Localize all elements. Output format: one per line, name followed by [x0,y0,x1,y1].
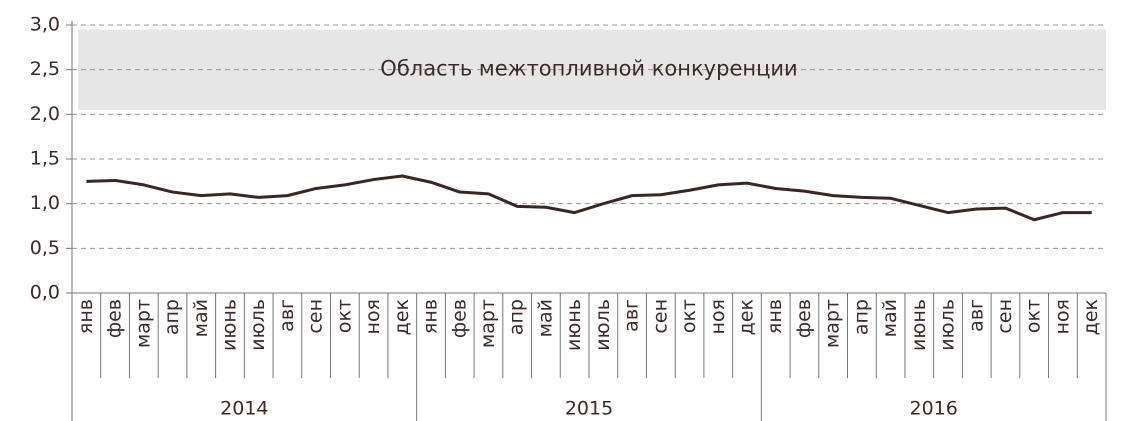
x-tick-label: март [132,299,154,348]
x-tick-label: сен [994,299,1016,334]
y-tick-label: 0,5 [30,237,60,259]
x-tick-label: сен [649,299,671,334]
x-tick-label: июнь [908,299,930,351]
x-tick-label: янв [764,299,786,334]
x-tick-label: авг [276,299,298,332]
x-tick-label: июнь [563,299,585,351]
x-tick-label: ноя [1051,299,1073,334]
y-tick-label: 2,0 [30,103,60,125]
x-tick-label: март [822,299,844,348]
series-line [86,174,1092,222]
x-tick-label: апр [850,299,872,335]
x-tick-label: март [477,299,499,348]
x-tick-label: авг [965,299,987,332]
x-tick-label: май [534,299,556,337]
x-tick-label: фев [448,299,470,338]
competition-area [78,29,1106,110]
year-label: 2014 [220,398,268,420]
x-tick-label: янв [420,299,442,334]
x-tick-label: июнь [218,299,240,351]
x-tick-label: май [879,299,901,337]
x-tick-label: окт [333,299,355,333]
y-tick-label: 3,0 [30,14,60,36]
x-tick-label: фев [793,299,815,338]
x-tick-label: апр [161,299,183,335]
x-tick-label: дек [735,299,757,335]
x-tick-label: янв [75,299,97,334]
x-tick-label: окт [1023,299,1045,333]
x-tick-label: сен [305,299,327,334]
x-tick-label: июль [592,299,614,351]
x-tick-label: июль [247,299,269,351]
year-label: 2015 [565,398,613,420]
x-tick-label: дек [1080,299,1102,335]
year-label: 2016 [909,398,957,420]
y-tick-label: 1,0 [30,192,60,214]
band-label: Область межтопливной конкуренции [380,57,797,81]
x-tick-label: ноя [362,299,384,334]
y-tick-label: 1,5 [30,148,60,170]
x-tick-label: фев [104,299,126,338]
x-tick-label: дек [391,299,413,335]
x-tick-label: ноя [707,299,729,334]
x-tick-label: июль [937,299,959,351]
y-tick-label: 0,0 [30,282,60,304]
x-tick-label: авг [621,299,643,332]
x-tick-label: май [190,299,212,337]
y-tick-label: 2,5 [30,58,60,80]
x-tick-label: окт [678,299,700,333]
x-tick-label: апр [506,299,528,335]
